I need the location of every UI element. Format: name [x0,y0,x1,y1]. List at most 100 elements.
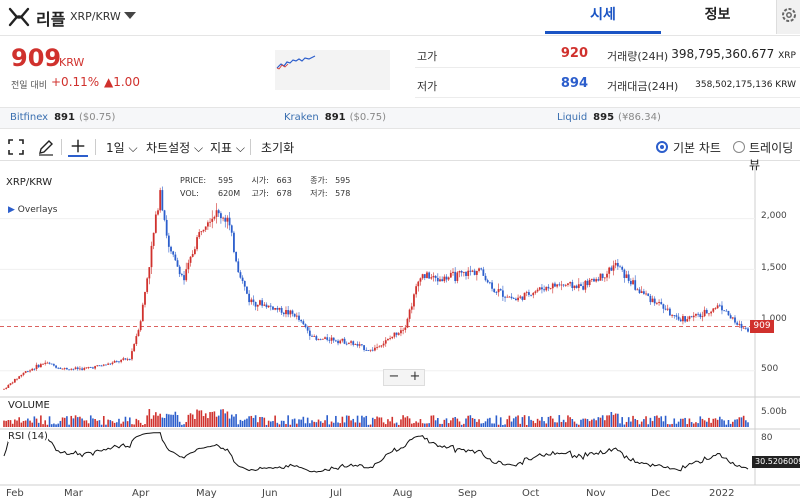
volume-bar [133,424,135,427]
volume-bar [415,421,417,427]
candle-body [170,246,172,252]
volume-bar [688,418,691,427]
x-tick-mar: Mar [64,488,83,499]
volume-bar [597,417,600,427]
price-chart-area[interactable]: XRP/KRW ▶ Overlays PRICE: 595 시가: 663 종가: 5… [0,163,800,500]
candle-body [632,280,634,285]
overlays-toggle[interactable]: ▶ Overlays [8,205,58,215]
volume-bar [484,421,487,427]
candle-body [441,279,444,282]
tradingview-radio[interactable] [733,141,745,153]
candle-body [573,285,576,289]
indicators-dropdown[interactable]: 지표 ⌵ [210,141,246,155]
candle-body [5,387,8,389]
candle-body [491,282,493,289]
candle-body [593,278,595,282]
volume-bar [144,424,146,427]
candle-body [159,190,162,211]
candle-body [206,222,209,227]
volume-bar [675,423,678,427]
rsi-value-tag: 30.52060095 [752,456,800,468]
exchange-liquid[interactable]: Liquid 895 (¥86.34) [557,112,661,123]
volume-bar [3,420,5,427]
volume-bar [265,424,268,427]
volume-bar [246,418,248,427]
candle-body [358,344,361,346]
draw-pencil-icon[interactable] [36,137,56,157]
candle-body [449,272,452,278]
candle-body [124,358,127,360]
tab-price[interactable]: 시세 [545,0,661,34]
candle-body [324,337,326,339]
candle-body [729,315,732,319]
candle-body [599,273,602,281]
basic-chart-radio[interactable] [656,141,668,153]
candle-body [703,309,706,317]
volume-bar [389,421,391,427]
candlestick-chart[interactable] [0,163,800,500]
interval-dropdown[interactable]: 1일 ⌵ [106,141,138,155]
volume-bar [139,422,142,427]
candle-body [434,275,437,278]
exchange-kraken[interactable]: Kraken 891 ($0.75) [284,112,387,123]
amount-24h-value: 358,502,175,136 KRW [695,80,796,90]
mini-sparkline-chart [275,50,390,90]
candle-body [26,371,29,373]
settings-gear-icon[interactable] [776,0,800,34]
candle-body [259,300,261,305]
volume-bar [350,420,352,427]
candle-body [384,340,387,344]
candle-body [285,310,287,315]
basic-chart-label[interactable]: 기본 차트 [673,141,721,155]
volume-bar [309,423,311,427]
volume-bar [191,414,194,427]
candle-body [20,374,23,377]
fullscreen-icon[interactable] [6,137,26,157]
volume-bar [332,422,335,427]
candle-body [697,313,700,315]
high-label: 고가 [417,50,438,63]
candle-body [248,293,251,303]
candle-body [68,369,70,371]
candle-body [133,344,136,352]
reset-button[interactable]: 초기화 [261,141,295,155]
candle-body [363,345,365,350]
candle-body [436,277,439,282]
candle-body [87,367,90,369]
coin-dropdown-chevron-icon[interactable] [124,12,136,19]
crosshair-icon[interactable] [68,137,88,157]
candle-body [107,363,110,365]
current-price: 909 [11,44,62,72]
volume-bar [76,417,79,427]
zoom-in-button[interactable]: + [409,369,421,384]
tab-info[interactable]: 정보 [704,7,731,23]
candle-body [504,296,506,298]
candle-body [354,344,357,345]
candle-body [731,317,734,319]
volume-bar [185,421,188,427]
volume-bar [736,419,738,427]
chart-settings-dropdown[interactable]: 차트설정 ⌵ [146,141,204,155]
candle-body [187,262,190,270]
candle-body [230,225,233,233]
candle-body [695,313,697,316]
volume-bar [441,423,443,427]
volume-bar [669,424,671,427]
exchange-bitfinex[interactable]: Bitfinex 891 ($0.75) [10,112,116,123]
volume-bar [421,423,424,427]
candle-body [109,363,112,365]
candle-body [482,269,485,276]
volume-bar [471,418,474,427]
candle-body [708,313,710,315]
volume-bar [634,418,637,427]
x-tick-2022: 2022 [709,488,735,499]
candle-body [222,217,224,219]
volume-bar [703,420,706,427]
volume-bar [716,419,719,427]
volume-bar [595,420,597,427]
volume-bar [382,422,385,427]
volume-bar [460,424,463,427]
zoom-out-button[interactable]: − [388,369,400,384]
volume-bar [406,416,409,427]
volume-bar [623,424,626,427]
